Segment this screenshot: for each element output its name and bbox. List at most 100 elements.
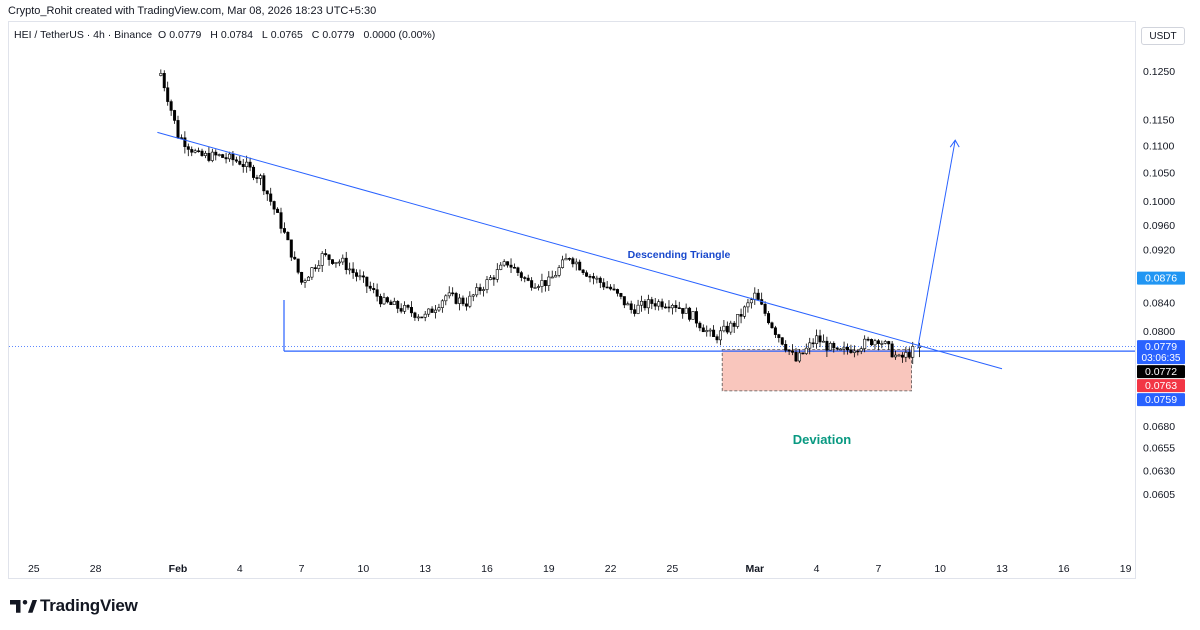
candle-body bbox=[210, 151, 214, 161]
candle-body bbox=[767, 313, 771, 324]
high-value: 0.0784 bbox=[220, 29, 253, 41]
price-label-badge bbox=[1137, 365, 1185, 379]
candle-body bbox=[468, 295, 472, 307]
candle-body bbox=[595, 277, 599, 280]
candle-body bbox=[701, 327, 705, 333]
candle-body bbox=[777, 334, 781, 338]
price-label-badge bbox=[1137, 393, 1185, 407]
candle-body bbox=[382, 297, 386, 305]
currency-button[interactable]: USDT bbox=[1141, 27, 1185, 45]
candle-body bbox=[200, 150, 204, 156]
candle-body bbox=[413, 312, 417, 318]
candle-body bbox=[252, 166, 256, 178]
x-axis-tick-label: 19 bbox=[543, 563, 555, 575]
candle-body bbox=[557, 267, 561, 276]
candle-body bbox=[722, 325, 726, 332]
x-axis-tick-label: 7 bbox=[299, 563, 305, 575]
candle-body bbox=[306, 276, 310, 281]
y-axis-tick-label: 0.0800 bbox=[1143, 326, 1175, 338]
pattern-label: Descending Triangle bbox=[628, 249, 731, 261]
candle-body bbox=[746, 302, 750, 308]
candle-body bbox=[269, 193, 273, 202]
x-axis-tick-label: 13 bbox=[419, 563, 431, 575]
tradingview-branding[interactable]: TradingView bbox=[10, 596, 138, 616]
candle-body bbox=[564, 258, 568, 261]
x-axis-tick-label: 10 bbox=[934, 563, 946, 575]
candle-body bbox=[334, 262, 338, 264]
y-axis-tick-label: 0.0920 bbox=[1143, 245, 1175, 257]
candle-body bbox=[337, 261, 341, 264]
candle-body bbox=[585, 272, 589, 277]
candle-body bbox=[842, 346, 846, 350]
candle-body bbox=[664, 306, 668, 309]
candle-body bbox=[358, 275, 362, 278]
candle-body bbox=[461, 297, 465, 305]
candle-body bbox=[183, 137, 187, 147]
candle-body bbox=[715, 336, 719, 341]
low-value: 0.0765 bbox=[270, 29, 303, 41]
candle-body bbox=[791, 350, 795, 353]
candle-body bbox=[420, 316, 424, 319]
candle-body bbox=[296, 258, 300, 273]
candle-body bbox=[385, 297, 389, 303]
candle-body bbox=[221, 154, 225, 158]
candle-body bbox=[519, 272, 523, 278]
candle-body bbox=[753, 292, 757, 300]
ohlc-close: C 0.0779 bbox=[312, 29, 358, 41]
candle-body bbox=[581, 269, 585, 273]
candle-body bbox=[437, 307, 441, 311]
candle-body bbox=[736, 314, 740, 327]
price-label-badge bbox=[1137, 379, 1185, 393]
price-label-badge bbox=[1137, 271, 1185, 285]
candle-body bbox=[780, 337, 784, 345]
projection-arrow-head bbox=[949, 139, 960, 148]
candle-body bbox=[272, 201, 276, 210]
x-axis-tick-label: 22 bbox=[605, 563, 617, 575]
candle-body bbox=[615, 289, 619, 294]
candle-body bbox=[241, 164, 245, 168]
x-axis-tick-label: Feb bbox=[169, 563, 188, 575]
candle-body bbox=[856, 350, 860, 353]
y-axis-tick-label: 0.1100 bbox=[1143, 140, 1174, 152]
candle-body bbox=[900, 354, 904, 358]
candle-body bbox=[255, 177, 259, 179]
candle-body bbox=[351, 268, 355, 273]
x-axis-tick-label: 7 bbox=[875, 563, 881, 575]
open-value: 0.0779 bbox=[169, 29, 202, 41]
candle-body bbox=[186, 146, 190, 150]
candle-body bbox=[591, 276, 595, 279]
candle-body bbox=[403, 305, 407, 312]
candle-body bbox=[392, 301, 396, 305]
candle-body bbox=[708, 329, 712, 332]
candle-body bbox=[907, 352, 911, 358]
candle-body bbox=[245, 161, 249, 168]
candle-body bbox=[578, 261, 582, 271]
candle-body bbox=[574, 261, 578, 265]
deviation-label: Deviation bbox=[793, 432, 852, 447]
y-axis-tick-label: 0.1000 bbox=[1143, 196, 1175, 208]
candle-body bbox=[622, 296, 626, 306]
candle-body bbox=[605, 286, 609, 289]
candle-body bbox=[197, 150, 201, 153]
price-label-text: 0.0876 bbox=[1145, 273, 1177, 285]
close-label: C bbox=[311, 29, 320, 41]
x-axis-tick-label: 28 bbox=[90, 563, 102, 575]
candle-body bbox=[499, 264, 503, 270]
x-axis-tick-label: 16 bbox=[1058, 563, 1070, 575]
candle-body bbox=[904, 352, 908, 358]
candle-body bbox=[327, 254, 331, 260]
candle-body bbox=[619, 293, 623, 297]
candle-body bbox=[447, 292, 451, 297]
candle-body bbox=[876, 340, 880, 344]
candle-body bbox=[258, 175, 262, 179]
candle-body bbox=[320, 253, 324, 266]
candle-body bbox=[234, 159, 238, 162]
candle-body bbox=[348, 268, 352, 271]
chart-pane[interactable] bbox=[8, 21, 1136, 579]
candle-body bbox=[883, 341, 887, 344]
candle-body bbox=[911, 346, 915, 358]
candle-body bbox=[804, 347, 808, 354]
candle-body bbox=[825, 340, 829, 351]
candle-body bbox=[629, 303, 633, 310]
